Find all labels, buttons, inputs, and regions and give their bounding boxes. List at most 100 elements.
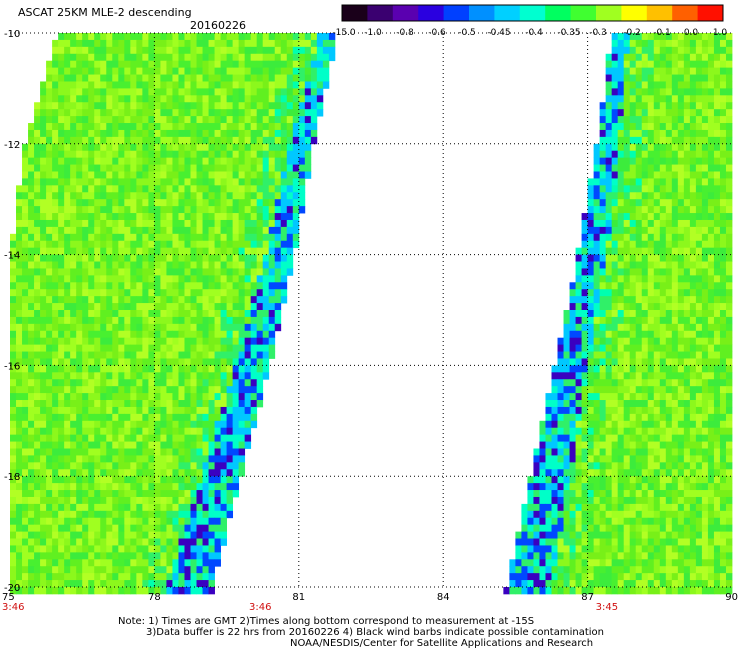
heatmap-cell	[46, 95, 53, 103]
heatmap-cell	[725, 413, 733, 422]
heatmap-cell	[665, 386, 673, 394]
heatmap-cell	[178, 310, 185, 318]
heatmap-cell	[88, 496, 95, 505]
heatmap-cell	[208, 213, 215, 221]
heatmap-cell	[16, 587, 23, 595]
heatmap-cell	[130, 192, 137, 200]
heatmap-cell	[100, 95, 107, 103]
heatmap-cell	[88, 129, 95, 138]
heatmap-cell	[641, 351, 649, 359]
heatmap-cell	[214, 150, 221, 159]
heatmap-cell	[623, 310, 631, 318]
heatmap-cell	[238, 226, 246, 235]
heatmap-cell	[160, 233, 167, 242]
heatmap-cell	[64, 296, 71, 304]
heatmap-cell	[46, 462, 53, 470]
heatmap-cell	[160, 379, 167, 387]
heatmap-cell	[136, 434, 143, 442]
heatmap-cell	[124, 337, 131, 346]
heatmap-cell	[238, 337, 246, 346]
heatmap-cell	[220, 254, 227, 262]
heatmap-cell	[16, 455, 23, 463]
heatmap-cell	[82, 39, 89, 48]
heatmap-cell	[16, 330, 23, 339]
heatmap-cell	[130, 296, 137, 304]
heatmap-cell	[238, 448, 246, 456]
heatmap-cell	[10, 587, 17, 595]
heatmap-cell	[292, 67, 300, 75]
heatmap-cell	[220, 95, 227, 103]
heatmap-cell	[58, 434, 65, 442]
heatmap-cell	[701, 400, 709, 408]
heatmap-cell	[34, 552, 41, 560]
heatmap-cell	[701, 406, 709, 415]
heatmap-cell	[196, 254, 203, 262]
heatmap-cell	[214, 365, 221, 373]
heatmap-cell	[166, 240, 173, 249]
heatmap-cell	[713, 247, 721, 255]
heatmap-cell	[70, 441, 77, 449]
heatmap-cell	[94, 123, 101, 131]
heatmap-cell	[689, 129, 697, 138]
heatmap-cell	[214, 109, 221, 117]
heatmap-cell	[58, 351, 65, 359]
heatmap-cell	[274, 164, 282, 172]
heatmap-cell	[52, 275, 59, 283]
heatmap-cell	[178, 226, 185, 235]
heatmap-cell	[196, 559, 203, 567]
heatmap-cell	[154, 310, 161, 318]
heatmap-cell	[136, 116, 143, 124]
heatmap-cell	[653, 164, 661, 172]
heatmap-cell	[178, 372, 185, 380]
heatmap-cell	[244, 95, 252, 103]
heatmap-cell	[202, 240, 209, 249]
heatmap-cell	[52, 538, 59, 546]
heatmap-cell	[551, 365, 558, 373]
heatmap-cell	[190, 261, 197, 269]
heatmap-cell	[587, 206, 595, 214]
heatmap-cell	[671, 226, 679, 235]
heatmap-cell	[244, 199, 252, 207]
heatmap-cell	[184, 448, 191, 456]
heatmap-cell	[605, 310, 613, 318]
heatmap-cell	[545, 393, 552, 401]
heatmap-cell	[136, 46, 143, 55]
heatmap-cell	[286, 240, 294, 249]
heatmap-cell	[46, 400, 53, 408]
heatmap-cell	[154, 573, 161, 581]
heatmap-cell	[190, 95, 197, 103]
heatmap-cell	[154, 178, 161, 186]
heatmap-cell	[100, 123, 107, 131]
heatmap-cell	[52, 74, 59, 82]
heatmap-cell	[58, 517, 65, 526]
heatmap-cell	[635, 136, 643, 145]
heatmap-cell	[94, 503, 101, 512]
heatmap-cell	[653, 129, 661, 138]
heatmap-cell	[112, 358, 119, 366]
heatmap-cell	[184, 310, 191, 318]
heatmap-cell	[629, 67, 637, 75]
heatmap-cell	[136, 490, 143, 498]
heatmap-cell	[190, 129, 197, 138]
heatmap-cell	[665, 185, 673, 193]
heatmap-cell	[28, 254, 35, 262]
heatmap-cell	[40, 275, 47, 283]
heatmap-cell	[172, 531, 179, 539]
heatmap-cell	[154, 240, 161, 249]
heatmap-cell	[244, 400, 252, 408]
heatmap-cell	[136, 226, 143, 235]
heatmap-cell	[220, 143, 227, 152]
heatmap-cell	[136, 462, 143, 470]
heatmap-cell	[238, 372, 246, 380]
heatmap-cell	[232, 53, 240, 62]
heatmap-cell	[677, 330, 685, 339]
heatmap-cell	[683, 427, 691, 436]
heatmap-cell	[683, 136, 691, 145]
heatmap-cell	[52, 226, 59, 235]
heatmap-cell	[220, 60, 227, 69]
heatmap-cell	[653, 116, 661, 124]
heatmap-cell	[130, 344, 137, 352]
heatmap-cell	[593, 316, 601, 325]
heatmap-cell	[196, 358, 203, 366]
heatmap-cell	[70, 496, 77, 505]
